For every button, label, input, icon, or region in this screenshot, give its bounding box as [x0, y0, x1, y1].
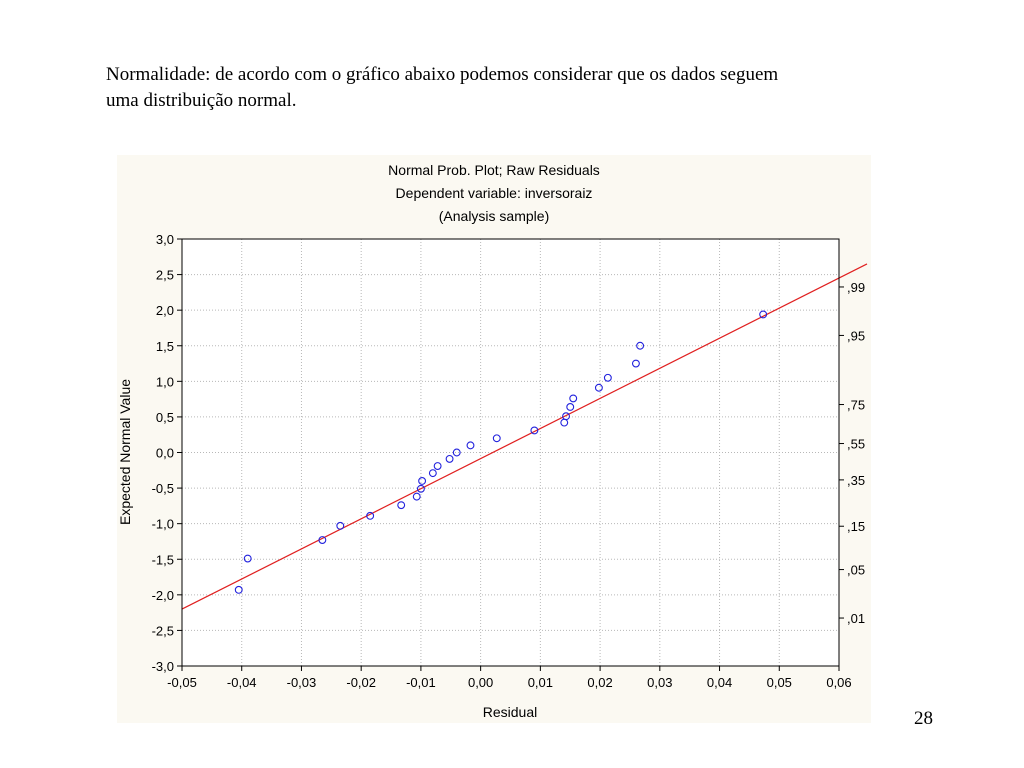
right-tick-label: ,55 [847, 437, 865, 452]
data-point [530, 426, 539, 435]
chart-subtitle-2: (Analysis sample) [439, 208, 549, 224]
data-point [452, 448, 461, 457]
right-tick-label: ,15 [847, 519, 865, 534]
x-tick-label: 0,00 [468, 675, 493, 690]
x-tick-label: 0,04 [707, 675, 732, 690]
right-tick-label: ,05 [847, 563, 865, 578]
y-tick-label: 3,0 [156, 232, 174, 247]
slide-text-line-2: uma distribuição normal. [106, 90, 297, 111]
data-point [336, 521, 345, 530]
chart-panel: -0,05 -0,04 -0,03 -0,02 -0,01 0,00 0,01 0,02 0,0… [117, 155, 871, 723]
y-tick-label: 2,0 [156, 303, 174, 318]
y-tick-label: 1,0 [156, 374, 174, 389]
x-tick-label: 0,05 [767, 675, 792, 690]
plot-area-background [182, 239, 839, 666]
data-point [631, 359, 640, 368]
y-tick-label: -3,0 [152, 659, 174, 674]
fit-line [181, 263, 868, 610]
data-point [603, 373, 612, 382]
y-tick-label: -2,5 [152, 623, 174, 638]
data-point [412, 492, 421, 501]
x-tick-label: -0,04 [227, 675, 257, 690]
x-axis-ticks: -0,05 -0,04 -0,03 -0,02 -0,01 0,00 0,01 0,02 0,0… [167, 666, 852, 690]
data-point [636, 341, 645, 350]
right-tick-label: ,95 [847, 328, 865, 343]
right-tick-label: ,35 [847, 473, 865, 488]
y-tick-label: -2,0 [152, 588, 174, 603]
y-axis-label: Expected Normal Value [117, 379, 133, 525]
x-tick-label: 0,01 [528, 675, 553, 690]
data-point [492, 434, 501, 443]
data-point [566, 403, 575, 411]
x-axis-label: Residual [483, 704, 537, 720]
data-point [759, 310, 768, 319]
x-tick-label: -0,02 [346, 675, 376, 690]
y-tick-label: 0,0 [156, 446, 174, 461]
y-tick-label: 0,5 [156, 410, 174, 425]
data-points [234, 310, 768, 594]
y-tick-label: 1,5 [156, 339, 174, 354]
data-point [594, 383, 603, 392]
fit-line-group [181, 263, 868, 610]
right-axis-ticks: ,01 ,05 ,15 ,35 ,55 ,75 ,95 ,99 [839, 280, 865, 626]
y-tick-label: -1,0 [152, 517, 174, 532]
normal-probability-plot: -0,05 -0,04 -0,03 -0,02 -0,01 0,00 0,01 0,02 0,0… [117, 162, 868, 720]
x-tick-label: 0,06 [826, 675, 851, 690]
data-point [416, 484, 425, 493]
right-tick-label: ,01 [847, 611, 865, 626]
chart-title: Normal Prob. Plot; Raw Residuals [388, 162, 600, 178]
x-tick-label: -0,01 [406, 675, 436, 690]
page-number: 28 [914, 708, 933, 729]
x-tick-label: -0,03 [287, 675, 317, 690]
x-tick-label: -0,05 [167, 675, 197, 690]
y-tick-label: -1,5 [152, 552, 174, 567]
slide-text: Normalidade: de acordo com o gráfico aba… [106, 62, 926, 114]
data-point [569, 394, 578, 403]
data-point [234, 585, 243, 594]
data-point [562, 412, 570, 421]
x-tick-label: 0,02 [587, 675, 612, 690]
x-tick-label: 0,03 [647, 675, 672, 690]
grid-lines [182, 239, 839, 666]
data-point [318, 536, 327, 544]
right-tick-label: ,75 [847, 398, 865, 413]
data-point [243, 554, 252, 563]
data-point [445, 454, 454, 463]
y-axis-ticks: -3,0 -2,5 -2,0 -1,5 -1,0 -0,5 0,0 0,5 1,0 1,5 2,0 2… [152, 232, 182, 674]
data-point [433, 462, 442, 470]
data-point [466, 441, 475, 450]
slide-text-line-1: Normalidade: de acordo com o gráfico aba… [106, 64, 779, 85]
y-tick-label: 2,5 [156, 268, 174, 283]
chart-subtitle: Dependent variable: inversoraiz [396, 185, 593, 201]
data-point [397, 501, 406, 510]
data-point [428, 469, 437, 478]
data-point [366, 511, 375, 520]
y-tick-label: -0,5 [152, 481, 174, 496]
data-point [418, 477, 427, 485]
right-tick-label: ,99 [847, 280, 865, 295]
